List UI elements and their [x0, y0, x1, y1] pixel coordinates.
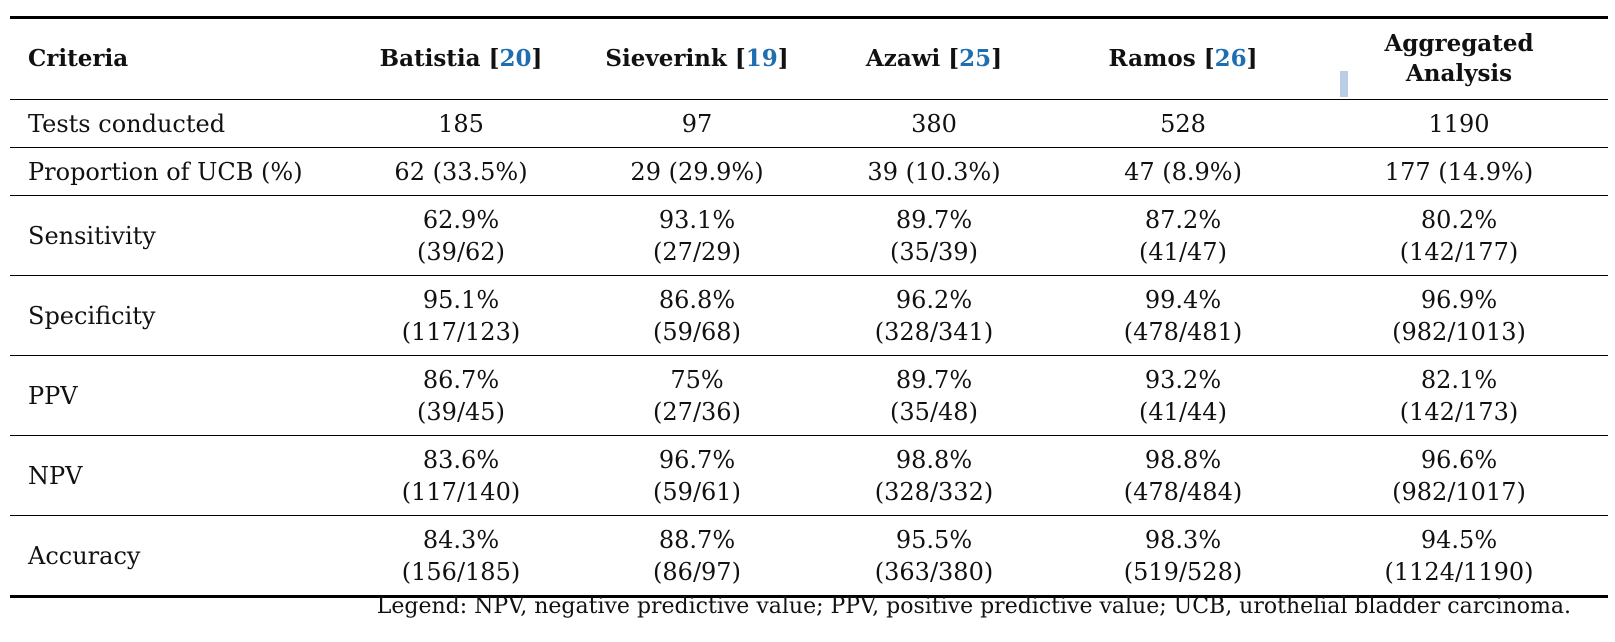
row-label: Specificity — [28, 301, 156, 330]
table-cell: 97 — [681, 109, 713, 138]
table-cell: 380 — [911, 109, 957, 138]
table-cell: 96.9% (982/1013) — [1392, 285, 1526, 346]
reference-link[interactable]: 26 — [1214, 45, 1247, 72]
table-cell: 88.7% (86/97) — [653, 525, 741, 586]
selection-marker — [1340, 71, 1348, 97]
table-row: Sensitivity 62.9% (39/62) 93.1% (27/29) 89… — [10, 196, 1608, 276]
table-cell: 98.8% (328/332) — [874, 445, 994, 506]
study-name: Sieverink — [605, 45, 727, 72]
table-cell: 95.1% (117/123) — [401, 285, 521, 346]
row-label: Accuracy — [28, 541, 141, 570]
table-cell: 87.2% (41/47) — [1139, 205, 1227, 266]
table-cell: 99.4% (478/481) — [1123, 285, 1243, 346]
header-study-azawi: Azawi [25] — [865, 45, 1003, 72]
table-cell: 75% (27/36) — [653, 365, 741, 426]
table-cell: 98.3% (519/528) — [1123, 525, 1243, 586]
table-cell: 82.1% (142/173) — [1399, 365, 1519, 426]
table-cell: 177 (14.9%) — [1384, 157, 1534, 186]
table-row: NPV 83.6% (117/140) 96.7% (59/61) 98.8% (32… — [10, 436, 1608, 516]
header-study-sieverink: Sieverink [19] — [605, 45, 789, 72]
table-cell: 96.6% (982/1017) — [1392, 445, 1526, 506]
table-cell: 89.7% (35/48) — [890, 365, 978, 426]
table-row: Specificity 95.1% (117/123) 86.8% (59/68) … — [10, 276, 1608, 356]
reference-link[interactable]: 25 — [959, 45, 992, 72]
table-cell: 94.5% (1124/1190) — [1384, 525, 1534, 586]
reference-link[interactable]: 20 — [499, 45, 532, 72]
table-cell: 39 (10.3%) — [867, 157, 1001, 186]
table-cell: 80.2% (142/177) — [1399, 205, 1519, 266]
table-row: Proportion of UCB (%) 62 (33.5%) 29 (29.… — [10, 148, 1608, 196]
results-table-container: Criteria Batistia [20] Sieverink [19] Az… — [10, 16, 1608, 598]
table-cell: 83.6% (117/140) — [401, 445, 521, 506]
table-cell: 96.7% (59/61) — [653, 445, 741, 506]
table-header-row: Criteria Batistia [20] Sieverink [19] Az… — [10, 17, 1608, 100]
table-cell: 95.5% (363/380) — [874, 525, 994, 586]
table-cell: 96.2% (328/341) — [874, 285, 994, 346]
header-criteria: Criteria — [28, 45, 129, 72]
table-row: PPV 86.7% (39/45) 75% (27/36) 89.7% (35/48)… — [10, 356, 1608, 436]
table-row: Accuracy 84.3% (156/185) 88.7% (86/97) 95.… — [10, 516, 1608, 597]
header-study-ramos: Ramos [26] — [1108, 45, 1258, 72]
study-name: Azawi — [865, 45, 941, 72]
table-cell: 1190 — [1428, 109, 1490, 138]
table-cell: 29 (29.9%) — [630, 157, 764, 186]
table-cell: 84.3% (156/185) — [401, 525, 521, 586]
reference-link[interactable]: 19 — [745, 45, 778, 72]
study-name: Batistia — [379, 45, 481, 72]
row-label: NPV — [28, 461, 83, 490]
table-cell: 62 (33.5%) — [394, 157, 528, 186]
row-label: PPV — [28, 381, 78, 410]
study-name: Ramos — [1108, 45, 1196, 72]
row-label: Tests conducted — [28, 109, 226, 138]
table-row: Tests conducted 185 97 380 528 1190 — [10, 100, 1608, 148]
table-cell: 86.7% (39/45) — [417, 365, 505, 426]
diagnostic-performance-table: Criteria Batistia [20] Sieverink [19] Az… — [10, 16, 1608, 598]
row-label: Proportion of UCB (%) — [28, 157, 303, 186]
table-legend: Legend: NPV, negative predictive value; … — [376, 594, 1571, 619]
table-cell: 62.9% (39/62) — [417, 205, 505, 266]
table-cell: 89.7% (35/39) — [890, 205, 978, 266]
header-aggregated-analysis: Aggregated Analysis — [1310, 18, 1608, 100]
table-cell: 47 (8.9%) — [1124, 157, 1242, 186]
table-cell: 98.8% (478/484) — [1123, 445, 1243, 506]
table-cell: 93.1% (27/29) — [653, 205, 741, 266]
header-study-batistia: Batistia [20] — [379, 45, 543, 72]
table-cell: 185 — [438, 109, 484, 138]
table-cell: 528 — [1160, 109, 1206, 138]
table-cell: 93.2% (41/44) — [1139, 365, 1227, 426]
table-cell: 86.8% (59/68) — [653, 285, 741, 346]
row-label: Sensitivity — [28, 221, 156, 250]
